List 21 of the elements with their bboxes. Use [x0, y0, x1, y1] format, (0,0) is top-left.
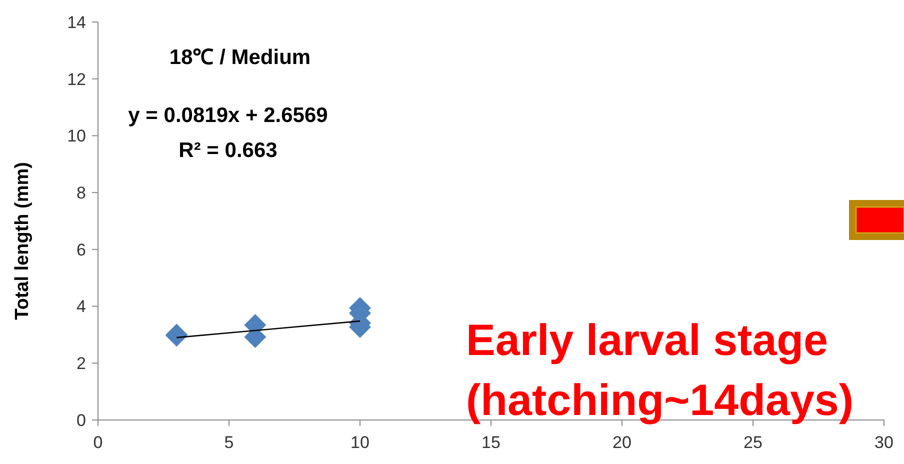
- y-tick-label: 6: [76, 240, 86, 260]
- x-tick-label: 20: [612, 433, 632, 452]
- x-tick-label: 10: [350, 433, 370, 452]
- annotation: 18℃ / Medium: [169, 46, 311, 69]
- annotation: R² = 0.663: [178, 139, 278, 162]
- annotation: y = 0.0819x + 2.6569: [128, 104, 328, 127]
- y-tick-label: 8: [76, 184, 86, 203]
- y-tick-label: 10: [67, 126, 86, 146]
- x-tick-label: 15: [482, 433, 500, 452]
- y-tick-label: 2: [76, 354, 86, 374]
- y-axis-title: Total length (mm): [12, 162, 33, 320]
- y-tick-label: 4: [76, 297, 86, 316]
- x-tick-label: 5: [224, 433, 234, 452]
- x-tick-label: 30: [874, 433, 894, 452]
- annotation: (hatching~14days): [466, 376, 854, 425]
- y-tick-label: 0: [76, 410, 86, 430]
- y-tick-label: 14: [67, 12, 86, 32]
- annotation: Early larval stage: [466, 316, 828, 365]
- x-tick-label: 0: [93, 433, 103, 452]
- x-tick-label: 25: [744, 433, 762, 452]
- y-tick-label: 12: [67, 70, 86, 89]
